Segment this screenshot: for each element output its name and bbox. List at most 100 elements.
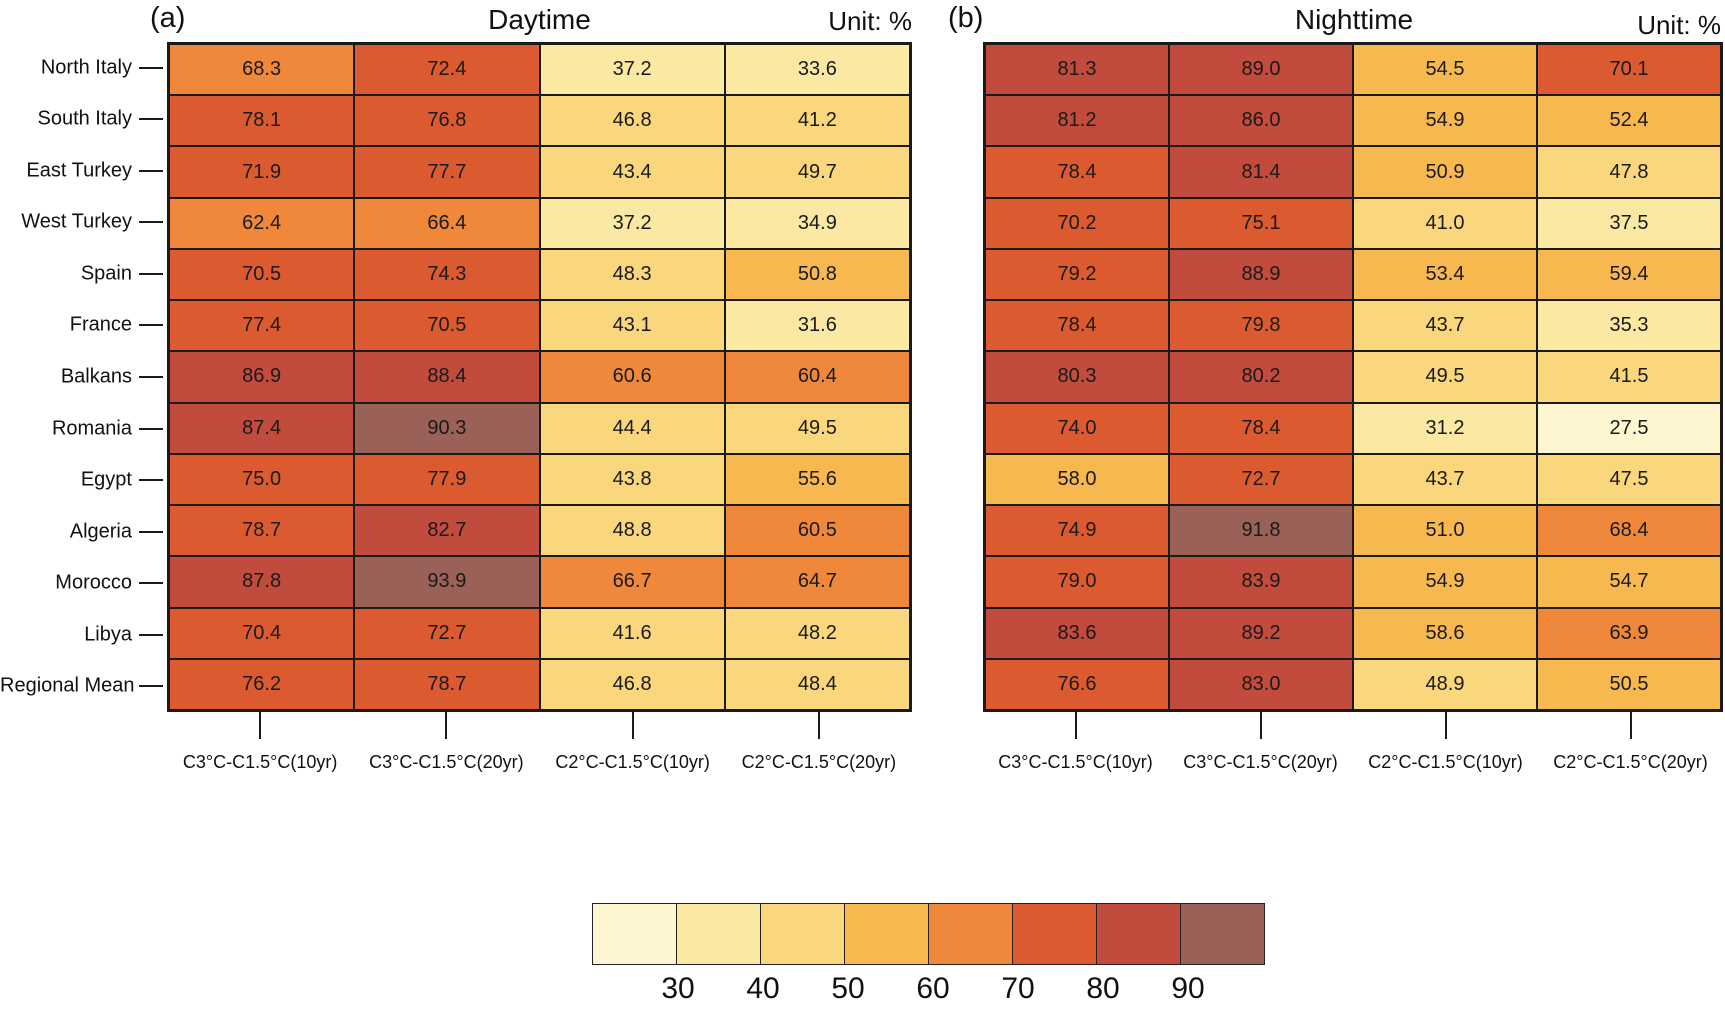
heatmap-cell: 37.2 <box>539 44 725 96</box>
heatmap-cell: 70.4 <box>169 607 355 659</box>
heatmap-cell: 60.5 <box>724 505 910 557</box>
colorbar-tick-label: 60 <box>916 972 950 1005</box>
heatmap-cell: 74.0 <box>985 402 1169 454</box>
heatmap-cell: 50.5 <box>1537 658 1721 710</box>
heatmap-cell: 49.7 <box>724 146 910 198</box>
heatmap-cell: 48.9 <box>1353 658 1537 710</box>
heatmap-cell: 78.7 <box>169 505 355 557</box>
colorbar-tick-label: 50 <box>831 972 865 1005</box>
x-tick <box>817 712 820 739</box>
heatmap-cell: 53.4 <box>1353 248 1537 301</box>
y-tick <box>139 633 163 636</box>
x-tick <box>1444 712 1447 739</box>
heatmap-cell: 88.9 <box>1169 248 1353 301</box>
y-tick <box>139 272 163 275</box>
heatmap-cell: 76.2 <box>169 658 355 710</box>
heatmap-cell: 74.9 <box>985 505 1169 557</box>
heatmap-cell: 31.6 <box>724 300 910 352</box>
heatmap-cell: 52.4 <box>1537 95 1721 147</box>
heatmap-cell: 81.2 <box>985 95 1169 147</box>
colorbar-swatch <box>676 903 761 965</box>
heatmap-cell: 47.5 <box>1537 453 1721 506</box>
heatmap-cell: 70.1 <box>1537 44 1721 96</box>
heatmap-cell: 60.4 <box>724 351 910 403</box>
heatmap-cell: 41.2 <box>724 95 910 147</box>
y-tick <box>139 221 163 224</box>
heatmap-cell: 49.5 <box>1353 351 1537 403</box>
colorbar-tick-label: 90 <box>1171 972 1205 1005</box>
heatmap-cell: 34.9 <box>724 197 910 249</box>
heatmap-cell: 49.5 <box>724 402 910 454</box>
heatmap-cell: 79.0 <box>985 556 1169 608</box>
y-axis-label: North Italy <box>40 56 132 79</box>
heatmap-cell: 48.8 <box>539 505 725 557</box>
heatmap-cell: 68.3 <box>169 44 355 96</box>
heatmap-cell: 90.3 <box>354 402 540 454</box>
heatmap-cell: 89.0 <box>1169 44 1353 96</box>
x-tick <box>1074 712 1077 739</box>
heatmap-cell: 78.1 <box>169 95 355 147</box>
y-axis-label: Egypt <box>80 468 132 491</box>
y-tick <box>139 118 163 121</box>
heatmap-cell: 76.6 <box>985 658 1169 710</box>
heatmap-cell: 89.2 <box>1169 607 1353 659</box>
heatmap-cell: 66.7 <box>539 556 725 608</box>
heatmap-cell: 77.7 <box>354 146 540 198</box>
heatmap-cell: 48.2 <box>724 607 910 659</box>
heatmap-cell: 55.6 <box>724 453 910 506</box>
heatmap-cell: 78.7 <box>354 658 540 710</box>
colorbar-swatch <box>1096 903 1181 965</box>
y-axis-label: Romania <box>51 417 132 440</box>
heatmap-cell: 83.0 <box>1169 658 1353 710</box>
heatmap-cell: 43.7 <box>1353 300 1537 352</box>
panel-a-label: (a) <box>150 2 186 34</box>
heatmap-cell: 78.4 <box>985 146 1169 198</box>
y-axis-label: East Turkey <box>26 159 132 182</box>
heatmap-cell: 37.2 <box>539 197 725 249</box>
colorbar-swatch <box>1180 903 1265 965</box>
heatmap-cell: 72.7 <box>1169 453 1353 506</box>
colorbar-tick-label: 80 <box>1086 972 1120 1005</box>
x-axis-label: C3°C-C1.5°C(10yr) <box>182 752 338 772</box>
x-axis-label: C2°C-C1.5°C(20yr) <box>741 752 897 772</box>
y-axis-label: Algeria <box>69 520 132 543</box>
heatmap-cell: 68.4 <box>1537 505 1721 557</box>
y-tick <box>139 530 163 533</box>
panel-b-title: Nighttime <box>1294 4 1414 35</box>
y-tick <box>139 169 163 172</box>
colorbar-tick-label: 70 <box>1001 972 1035 1005</box>
colorbar-swatch <box>844 903 929 965</box>
y-tick <box>139 685 163 688</box>
x-axis-label: C2°C-C1.5°C(10yr) <box>555 752 710 772</box>
heatmap-cell: 77.9 <box>354 453 540 506</box>
heatmap-cell: 48.3 <box>539 248 725 301</box>
colorbar-swatch <box>928 903 1013 965</box>
heatmap-cell: 43.4 <box>539 146 725 198</box>
x-axis-label: C2°C-C1.5°C(20yr) <box>1553 752 1708 772</box>
panel-b-heatmap-grid: 81.3 89.0 54.5 70.1 81.2 86.0 54.9 52.4 78.4 81.4… <box>983 42 1723 712</box>
heatmap-cell: 43.1 <box>539 300 725 352</box>
heatmap-cell: 60.6 <box>539 351 725 403</box>
y-axis-label: Spain <box>80 262 132 285</box>
heatmap-cell: 70.2 <box>985 197 1169 249</box>
x-axis-label: C3°C-C1.5°C(20yr) <box>1183 752 1338 772</box>
x-axis-label: C2°C-C1.5°C(10yr) <box>1368 752 1523 772</box>
y-tick <box>139 582 163 585</box>
heatmap-cell: 78.4 <box>1169 402 1353 454</box>
x-tick <box>445 712 448 739</box>
heatmap-cell: 50.9 <box>1353 146 1537 198</box>
heatmap-cell: 27.5 <box>1537 402 1721 454</box>
heatmap-cell: 71.9 <box>169 146 355 198</box>
heatmap-cell: 41.6 <box>539 607 725 659</box>
heatmap-cell: 35.3 <box>1537 300 1721 352</box>
panel-b-unit-label: Unit: % <box>1637 10 1721 40</box>
heatmap-cell: 43.7 <box>1353 453 1537 506</box>
heatmap-cell: 59.4 <box>1537 248 1721 301</box>
heatmap-cell: 74.3 <box>354 248 540 301</box>
heatmap-cell: 54.9 <box>1353 556 1537 608</box>
heatmap-cell: 72.7 <box>354 607 540 659</box>
x-axis-label: C3°C-C1.5°C(10yr) <box>998 752 1153 772</box>
heatmap-cell: 46.8 <box>539 658 725 710</box>
heatmap-cell: 80.2 <box>1169 351 1353 403</box>
